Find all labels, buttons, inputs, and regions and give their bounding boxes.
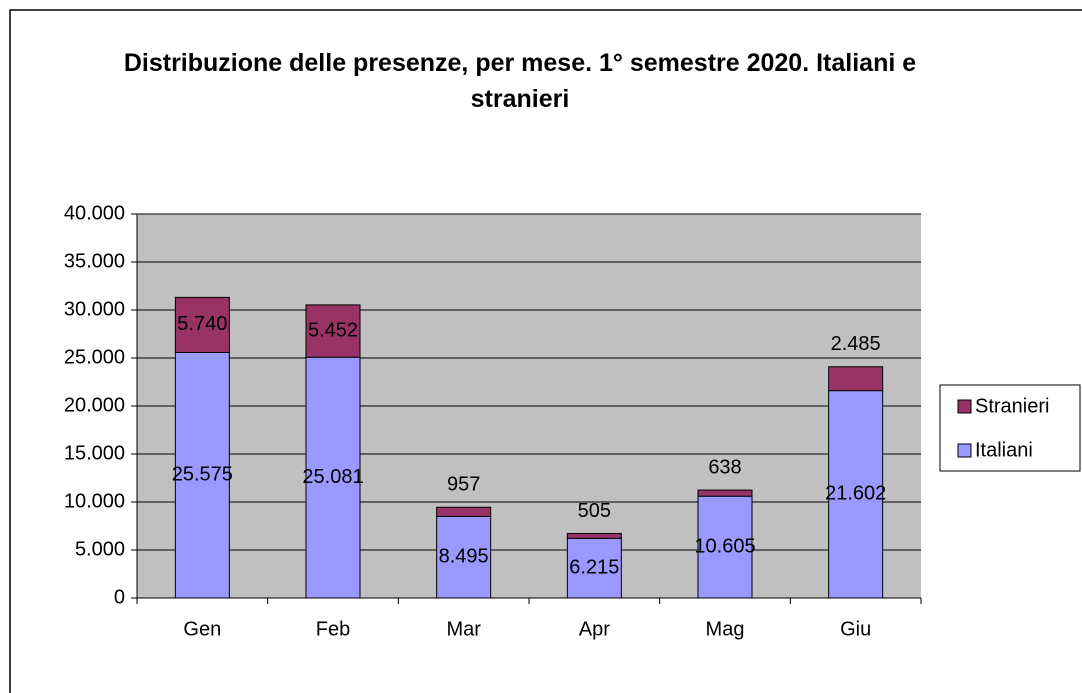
bar-segment [436,506,492,517]
data-label: 5.740 [177,313,227,335]
legend-swatch [957,399,972,414]
bar-segment [697,489,753,497]
bar-segment [697,495,753,599]
data-label: 638 [708,456,741,478]
x-tick-label: Giu [840,618,871,640]
data-label: 25.575 [172,464,233,486]
y-tick-label: 20.000 [64,394,125,416]
legend-label: Stranieri [975,395,1049,417]
data-label: 2.485 [831,333,881,355]
data-label: 957 [447,474,480,496]
x-tick-label: Mag [706,618,745,640]
y-tick-label: 25.000 [64,346,125,368]
bar-segment [174,296,230,353]
x-tick-label: Mar [446,618,481,640]
data-label: 5.452 [308,319,358,341]
bar-segment [828,366,884,392]
bar-segment [436,515,492,599]
data-label: 8.495 [439,546,489,568]
y-tick-label: 10.000 [64,490,125,512]
y-tick-label: 35.000 [64,250,125,272]
data-label: 25.081 [302,466,363,488]
data-label: 10.605 [694,535,755,557]
legend-swatch [957,443,972,458]
bar-segment [305,356,361,599]
x-tick-label: Feb [316,618,350,640]
x-tick-label: Apr [579,618,610,640]
chart-title: Distribuzione delle presenze, per mese. … [123,49,917,113]
y-tick-label: 40.000 [64,202,125,224]
y-tick-label: 15.000 [64,442,125,464]
bar-segment [828,390,884,599]
y-tick-label: 30.000 [64,298,125,320]
data-label: 6.215 [569,556,619,578]
y-tick-label: 0 [114,586,125,608]
data-label: 505 [578,500,611,522]
bar-segment [566,532,622,539]
data-label: 21.602 [825,483,886,505]
x-tick-label: Gen [183,618,221,640]
bar-segment [305,304,361,358]
legend-label: Italiani [975,439,1033,461]
bar-segment [566,537,622,599]
y-tick-label: 5.000 [75,538,125,560]
frame [9,9,1082,693]
bar-segment [174,351,230,599]
